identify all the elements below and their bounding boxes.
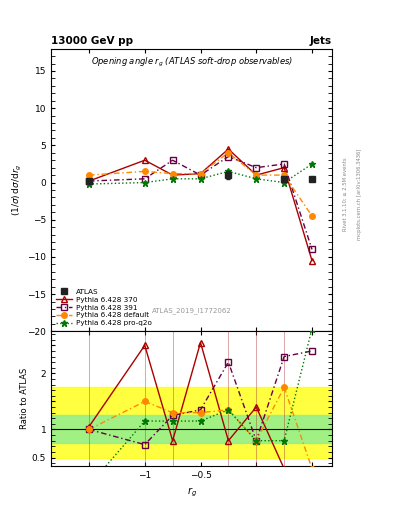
- Text: mcplots.cern.ch [arXiv:1306.3436]: mcplots.cern.ch [arXiv:1306.3436]: [357, 149, 362, 240]
- Text: ATLAS_2019_I1772062: ATLAS_2019_I1772062: [152, 308, 231, 314]
- Legend: ATLAS, Pythia 6.428 370, Pythia 6.428 391, Pythia 6.428 default, Pythia 6.428 pr: ATLAS, Pythia 6.428 370, Pythia 6.428 39…: [55, 287, 153, 328]
- Text: 13000 GeV pp: 13000 GeV pp: [51, 36, 133, 46]
- Bar: [51, 388, 332, 458]
- Y-axis label: $(1/\sigma)\,\mathrm{d}\sigma/\mathrm{d}r_g$: $(1/\sigma)\,\mathrm{d}\sigma/\mathrm{d}…: [11, 164, 24, 216]
- Y-axis label: Ratio to ATLAS: Ratio to ATLAS: [20, 368, 29, 429]
- Text: Opening angle $r_g$ (ATLAS soft-drop observables): Opening angle $r_g$ (ATLAS soft-drop obs…: [90, 56, 293, 69]
- Text: Rivet 3.1.10; ≥ 2.5M events: Rivet 3.1.10; ≥ 2.5M events: [343, 158, 348, 231]
- Text: Jets: Jets: [310, 36, 332, 46]
- X-axis label: $r_g$: $r_g$: [187, 485, 196, 499]
- Bar: [51, 415, 332, 443]
